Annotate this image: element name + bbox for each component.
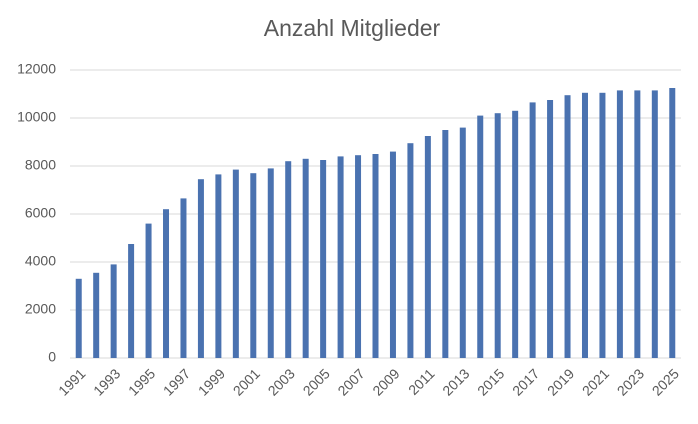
x-tick-label: 2005 xyxy=(300,365,333,398)
x-tick-label: 2009 xyxy=(369,365,402,398)
y-tick-label: 8000 xyxy=(25,157,56,173)
bar xyxy=(669,88,676,358)
bar xyxy=(372,154,379,358)
bar xyxy=(581,92,588,359)
bar xyxy=(529,102,536,359)
bar xyxy=(564,95,571,358)
bar xyxy=(634,90,641,359)
x-tick-label: 2017 xyxy=(509,365,542,398)
bar xyxy=(407,143,414,358)
bar xyxy=(442,130,449,358)
x-tick-label: 1999 xyxy=(195,365,228,398)
x-tick-label: 1993 xyxy=(90,365,123,398)
chart-title: Anzahl Mitglieder xyxy=(264,15,441,41)
bar xyxy=(267,168,274,358)
bar xyxy=(250,173,257,358)
bar xyxy=(285,161,292,358)
x-tick-label: 2007 xyxy=(334,365,367,398)
bar xyxy=(547,100,554,358)
bar xyxy=(215,174,222,358)
x-tick-label: 1995 xyxy=(125,365,158,398)
x-tick-label: 2021 xyxy=(579,365,612,398)
bar xyxy=(163,209,170,358)
x-tick-label: 2001 xyxy=(230,365,263,398)
bar xyxy=(355,155,362,358)
bar xyxy=(477,115,484,358)
x-tick-label: 2011 xyxy=(405,365,438,398)
bar xyxy=(75,278,82,358)
bar xyxy=(424,136,431,358)
bar xyxy=(145,223,152,358)
bar xyxy=(93,272,100,358)
bar xyxy=(320,160,327,358)
bar xyxy=(651,90,658,359)
bar xyxy=(302,158,309,358)
bar xyxy=(459,127,466,358)
x-tick-label: 2013 xyxy=(439,365,472,398)
bar xyxy=(110,264,117,358)
x-tick-label: 2015 xyxy=(474,365,507,398)
bar xyxy=(616,90,623,359)
x-tick-label: 2025 xyxy=(649,365,682,398)
bar xyxy=(232,169,239,358)
y-tick-label: 6000 xyxy=(25,205,56,221)
bar xyxy=(128,244,135,358)
x-tick-label: 2019 xyxy=(544,365,577,398)
x-tick-label: 1991 xyxy=(55,365,88,398)
y-tick-label: 0 xyxy=(48,349,56,365)
x-tick-label: 2023 xyxy=(614,365,647,398)
y-tick-label: 12000 xyxy=(17,61,56,77)
bar xyxy=(180,198,187,358)
bar xyxy=(599,92,606,359)
y-tick-label: 4000 xyxy=(25,253,56,269)
bar xyxy=(512,110,519,358)
x-tick-label: 2003 xyxy=(265,365,298,398)
bar xyxy=(494,113,501,358)
y-tick-label: 10000 xyxy=(17,109,56,125)
bar xyxy=(389,151,396,358)
bar xyxy=(337,156,344,358)
y-tick-label: 2000 xyxy=(25,301,56,317)
x-tick-label: 1997 xyxy=(160,365,193,398)
bar xyxy=(197,179,204,358)
